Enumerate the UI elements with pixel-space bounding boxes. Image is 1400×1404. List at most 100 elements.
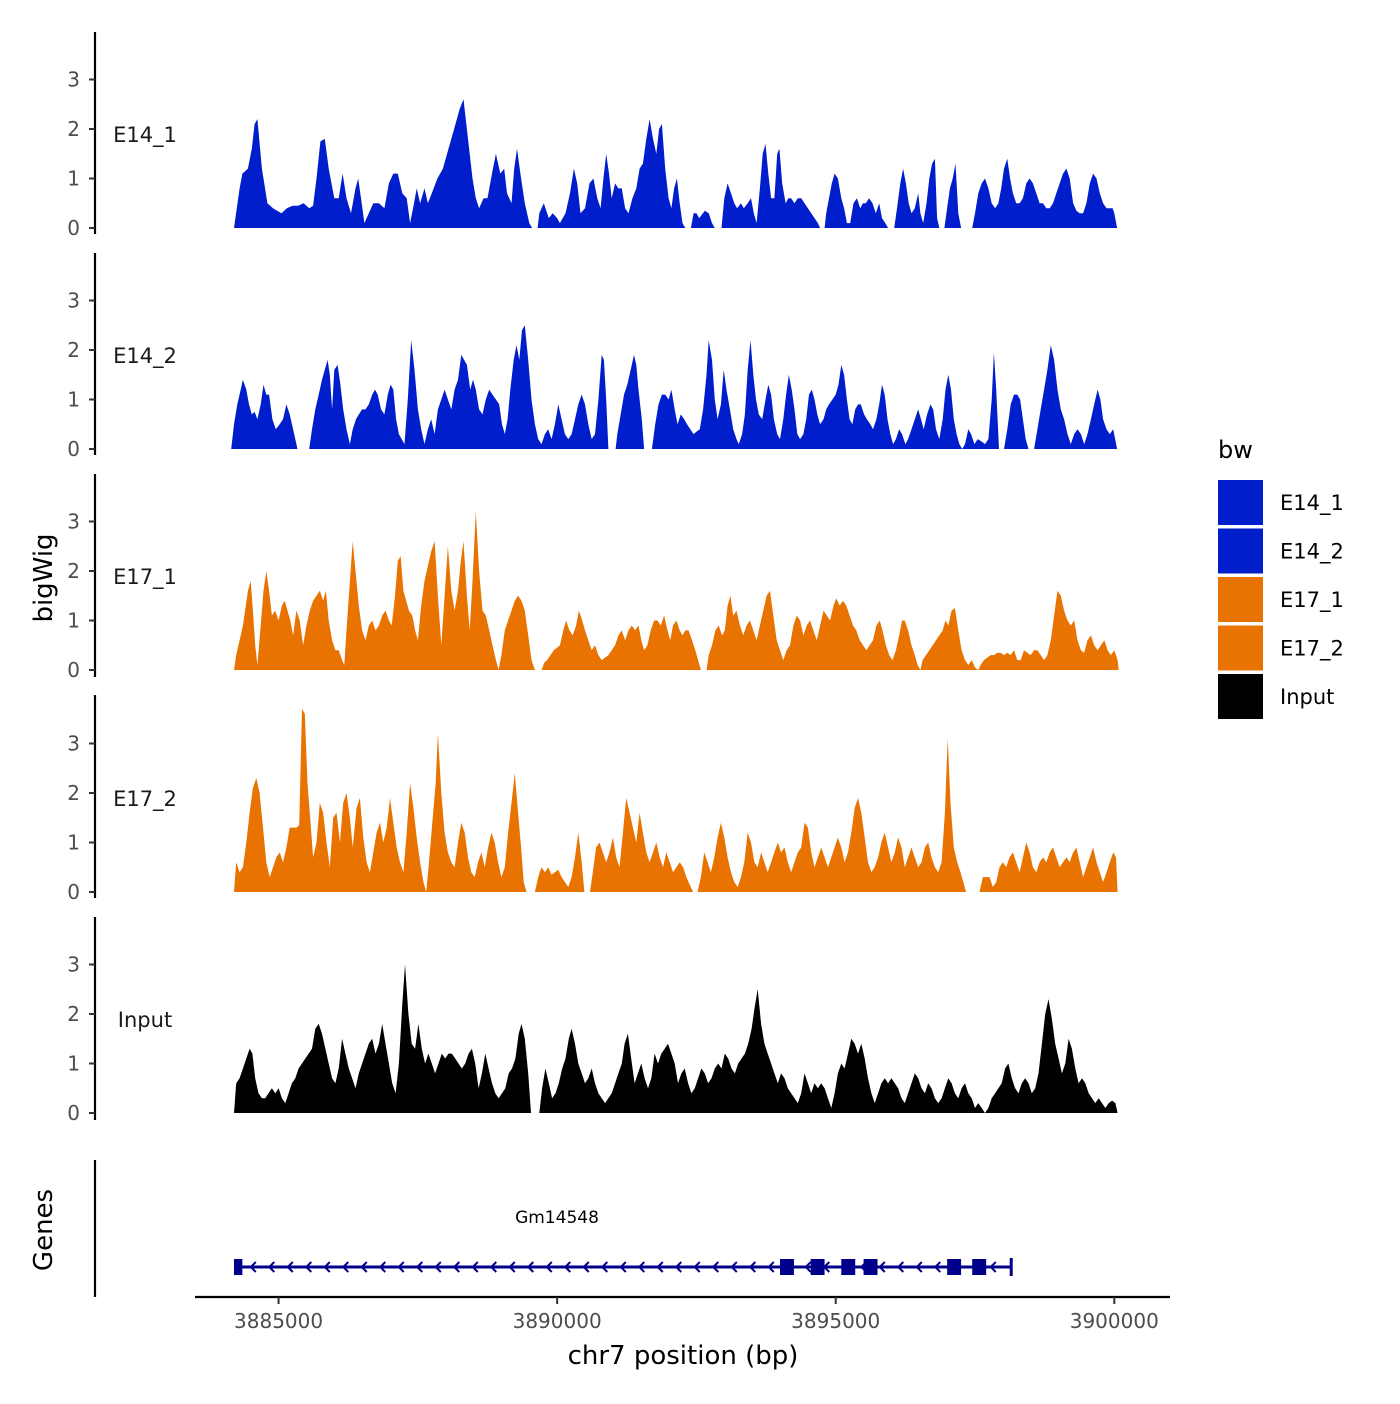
legend-swatch	[1218, 674, 1263, 719]
strand-arrow	[693, 1261, 701, 1273]
strand-arrow	[989, 1261, 997, 1273]
strand-arrow	[434, 1261, 442, 1273]
legend-item: E17_1	[1218, 577, 1344, 622]
y-tick-label: 2	[67, 781, 80, 805]
area-e14_1	[234, 99, 1118, 228]
y-axis-title: bigWig	[29, 533, 59, 622]
track-label: E17_2	[113, 787, 177, 812]
strand-arrow	[878, 1261, 886, 1273]
strand-arrow	[471, 1261, 479, 1273]
strand-arrow	[323, 1261, 331, 1273]
strand-arrow	[637, 1261, 645, 1273]
legend-swatch	[1218, 528, 1263, 574]
legend-label: E14_2	[1280, 540, 1344, 565]
strand-arrow	[452, 1261, 460, 1273]
exon	[810, 1259, 825, 1275]
y-tick-label: 1	[67, 831, 80, 855]
area-input	[234, 964, 1118, 1113]
strand-arrow	[804, 1261, 812, 1273]
y-tick-label: 2	[67, 338, 80, 362]
track-label: E17_1	[113, 565, 177, 590]
exon	[947, 1259, 962, 1275]
strand-arrow	[933, 1261, 941, 1273]
track-e17_2: 0 1 2 3 E17_2	[67, 695, 1118, 904]
x-axis-title: chr7 position (bp)	[568, 1341, 799, 1371]
strand-arrow	[286, 1261, 294, 1273]
track-label: E14_1	[113, 123, 177, 148]
x-tick-label: 3890000	[513, 1309, 602, 1333]
legend-swatch	[1218, 577, 1263, 622]
legend-item: E14_2	[1218, 528, 1344, 574]
strand-arrow	[360, 1261, 368, 1273]
legend-item: Input	[1218, 674, 1334, 719]
track-e14_2: 0 1 2 3 E14_2	[67, 253, 1118, 461]
strand-arrow	[378, 1261, 386, 1273]
y-tick-label: 0	[67, 658, 80, 682]
legend-label: E17_1	[1280, 588, 1344, 613]
y-tick-label: 1	[67, 609, 80, 633]
strand-arrow	[767, 1261, 775, 1273]
y-tick-label: 0	[67, 1101, 80, 1125]
legend-item: E17_2	[1218, 625, 1344, 671]
legend-label: Input	[1280, 685, 1334, 709]
strand-arrow	[711, 1261, 719, 1273]
y-tick-label: 2	[67, 1002, 80, 1026]
strand-arrow	[341, 1261, 349, 1273]
y-tick-label: 3	[67, 953, 80, 977]
genes-axis-title: Genes	[29, 1189, 59, 1271]
area-e14_2	[231, 325, 1118, 449]
strand-arrow	[545, 1261, 553, 1273]
tracks-group: 0 1 2 3 E14_1 0 1 2 3 E14_2 0 1 2 3 E17_1 0 1 2 3 E17_2 0 1 2 3…	[67, 32, 1119, 1125]
y-tick-label: 2	[67, 117, 80, 141]
area-e17_1	[234, 511, 1119, 670]
strand-arrow	[415, 1261, 423, 1273]
y-tick-label: 0	[67, 880, 80, 904]
genes-group: Gm14548	[93, 1160, 1013, 1297]
strand-arrow	[397, 1261, 405, 1273]
x-axis: 3885000 3890000 3895000 3900000	[195, 1295, 1170, 1333]
legend-title: bw	[1218, 436, 1253, 464]
y-tick-label: 0	[67, 437, 80, 461]
legend-item: E14_1	[1218, 480, 1344, 525]
exon	[234, 1259, 243, 1275]
legend-label: E14_1	[1280, 491, 1344, 516]
strand-arrow	[563, 1261, 571, 1273]
x-tick-label: 3895000	[791, 1309, 880, 1333]
track-e17_1: 0 1 2 3 E17_1	[67, 474, 1119, 682]
strand-arrow	[249, 1261, 257, 1273]
legend-swatch	[1218, 625, 1263, 671]
track-label: Input	[118, 1008, 172, 1032]
strand-arrow	[304, 1261, 312, 1273]
y-tick-label: 1	[67, 167, 80, 191]
area-e17_2	[234, 708, 1118, 892]
exon	[863, 1259, 878, 1275]
strand-arrow	[656, 1261, 664, 1273]
y-tick-label: 3	[67, 510, 80, 534]
exon	[780, 1259, 794, 1275]
x-tick-label: 3900000	[1070, 1309, 1159, 1333]
track-label: E14_2	[113, 344, 177, 369]
y-tick-label: 0	[67, 216, 80, 240]
strand-arrow	[582, 1261, 590, 1273]
strand-arrow	[600, 1261, 608, 1273]
y-tick-label: 2	[67, 559, 80, 583]
track-input: 0 1 2 3 Input	[67, 917, 1118, 1125]
strand-arrow	[896, 1261, 904, 1273]
track-e14_1: 0 1 2 3 E14_1	[67, 32, 1118, 240]
strand-arrow	[508, 1261, 516, 1273]
strand-arrow	[619, 1261, 627, 1273]
y-tick-label: 3	[67, 732, 80, 756]
strand-arrow	[526, 1261, 534, 1273]
legend: E14_1 E14_2 E17_1 E17_2 Input	[1218, 480, 1344, 719]
strand-arrow	[915, 1261, 923, 1273]
x-tick-label: 3885000	[234, 1309, 323, 1333]
y-tick-label: 3	[67, 289, 80, 313]
strand-arrow	[674, 1261, 682, 1273]
strand-arrow	[489, 1261, 497, 1273]
strand-arrow	[730, 1261, 738, 1273]
exon	[972, 1259, 987, 1275]
legend-swatch	[1218, 480, 1263, 525]
